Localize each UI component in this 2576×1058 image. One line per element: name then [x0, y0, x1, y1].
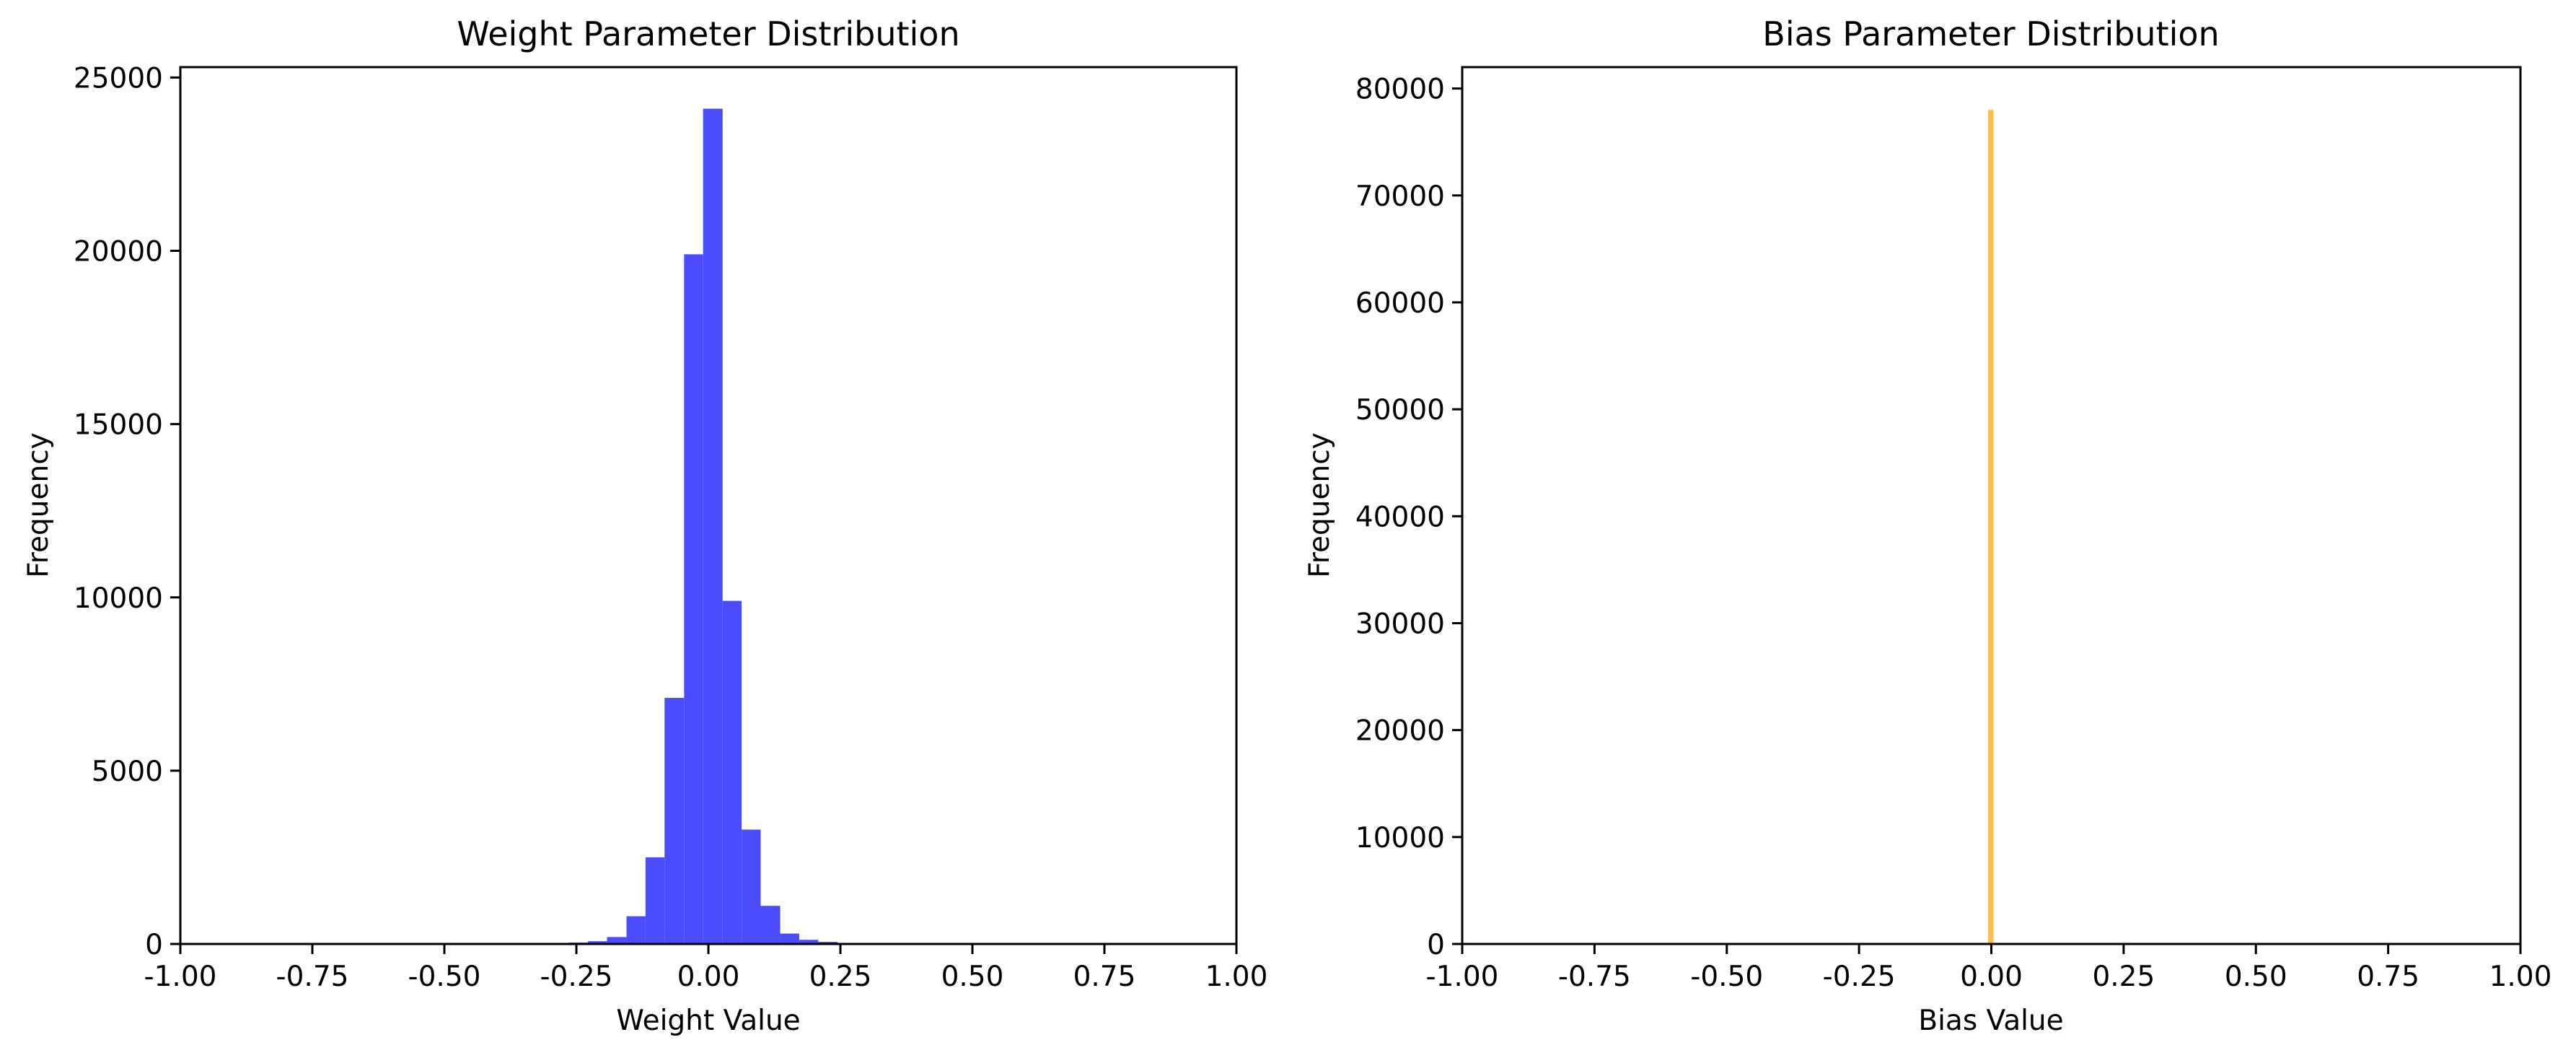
weight-bar	[664, 698, 685, 944]
weight-bar	[645, 857, 665, 944]
weight-bar	[626, 916, 646, 944]
weight-x-tick-label: -1.00	[144, 961, 217, 993]
weight-bar	[799, 940, 819, 944]
weight-chart-title: Weight Parameter Distribution	[457, 14, 959, 53]
bias-x-tick-label: -1.00	[1426, 961, 1499, 993]
weight-bar	[588, 941, 607, 944]
bias-y-tick-label: 40000	[1355, 501, 1445, 533]
bias-y-tick-label: 60000	[1355, 287, 1445, 320]
weight-y-tick-label: 0	[145, 929, 163, 961]
weight-bar	[607, 937, 627, 944]
bias-y-tick-label: 10000	[1355, 822, 1445, 854]
bias-y-tick-label: 20000	[1355, 715, 1445, 748]
bias-x-tick-label: 0.50	[2225, 961, 2287, 993]
bias-y-tick-label: 50000	[1355, 394, 1445, 427]
bias-y-tick-label: 0	[1427, 929, 1445, 961]
weight-x-tick-label: 0.75	[1073, 961, 1136, 993]
bias-x-tick-label: 1.00	[2489, 961, 2552, 993]
weight-x-tick-label: -0.75	[276, 961, 349, 993]
weight-x-tick-label: -0.50	[408, 961, 481, 993]
weight-bar	[780, 933, 799, 944]
weight-bar	[760, 906, 781, 944]
weight-bar	[684, 254, 703, 945]
weight-x-tick-label: -0.25	[540, 961, 613, 993]
bias-histogram: Bias Parameter Distribution 0 10000 20000 3…	[1304, 14, 2551, 1037]
bias-x-tick-label: -0.25	[1823, 961, 1896, 993]
weight-x-tick-label: 0.00	[677, 961, 740, 993]
bias-x-tick-label: 0.75	[2357, 961, 2419, 993]
weight-y-tick-label: 20000	[74, 236, 163, 268]
bias-y-tick-label: 80000	[1355, 74, 1445, 106]
bias-x-tick-label: 0.25	[2092, 961, 2155, 993]
bias-x-tick-label: 0.00	[1960, 961, 2023, 993]
weight-y-tick-label: 15000	[74, 409, 163, 442]
weight-x-tick-label: 1.00	[1205, 961, 1268, 993]
bias-x-ticks: -1.00 -0.75 -0.50 -0.25 0.00 0.25 0.50 0.75 1.00	[1426, 944, 2552, 993]
bias-chart-title: Bias Parameter Distribution	[1762, 14, 2219, 53]
weight-bar	[722, 600, 742, 944]
weight-bar	[742, 829, 761, 944]
weight-y-ticks: 0 5000 10000 15000 20000 25000	[74, 62, 180, 961]
bias-x-axis-label: Bias Value	[1918, 1005, 2063, 1037]
bias-plot-frame	[1461, 66, 2522, 945]
bias-y-tick-label: 30000	[1355, 608, 1445, 640]
bias-bars	[1988, 110, 1994, 944]
weight-y-tick-label: 10000	[74, 582, 163, 615]
weight-y-tick-label: 25000	[74, 62, 163, 95]
weight-bar	[703, 108, 723, 944]
weight-x-tick-label: 0.50	[941, 961, 1004, 993]
weight-x-tick-label: 0.25	[809, 961, 872, 993]
weight-bars	[530, 108, 933, 945]
bias-x-tick-label: -0.50	[1690, 961, 1763, 993]
bias-bar	[1988, 110, 1994, 944]
bias-y-axis-label: Frequency	[1304, 432, 1336, 577]
weight-x-ticks: -1.00 -0.75 -0.50 -0.25 0.00 0.25 0.50 0.75 1.00	[144, 944, 1268, 993]
weight-histogram: Weight Parameter Distribution 0 5000 10000…	[22, 14, 1267, 1037]
weight-y-tick-label: 5000	[92, 756, 163, 788]
bias-x-tick-label: -0.75	[1558, 961, 1631, 993]
weight-x-axis-label: Weight Value	[616, 1005, 800, 1037]
bias-y-ticks: 0 10000 20000 30000 40000 50000 60000 70000 8000…	[1355, 74, 1462, 961]
weight-plot-frame	[179, 66, 1238, 945]
bias-y-tick-label: 70000	[1355, 180, 1445, 213]
weight-y-axis-label: Frequency	[22, 432, 55, 577]
